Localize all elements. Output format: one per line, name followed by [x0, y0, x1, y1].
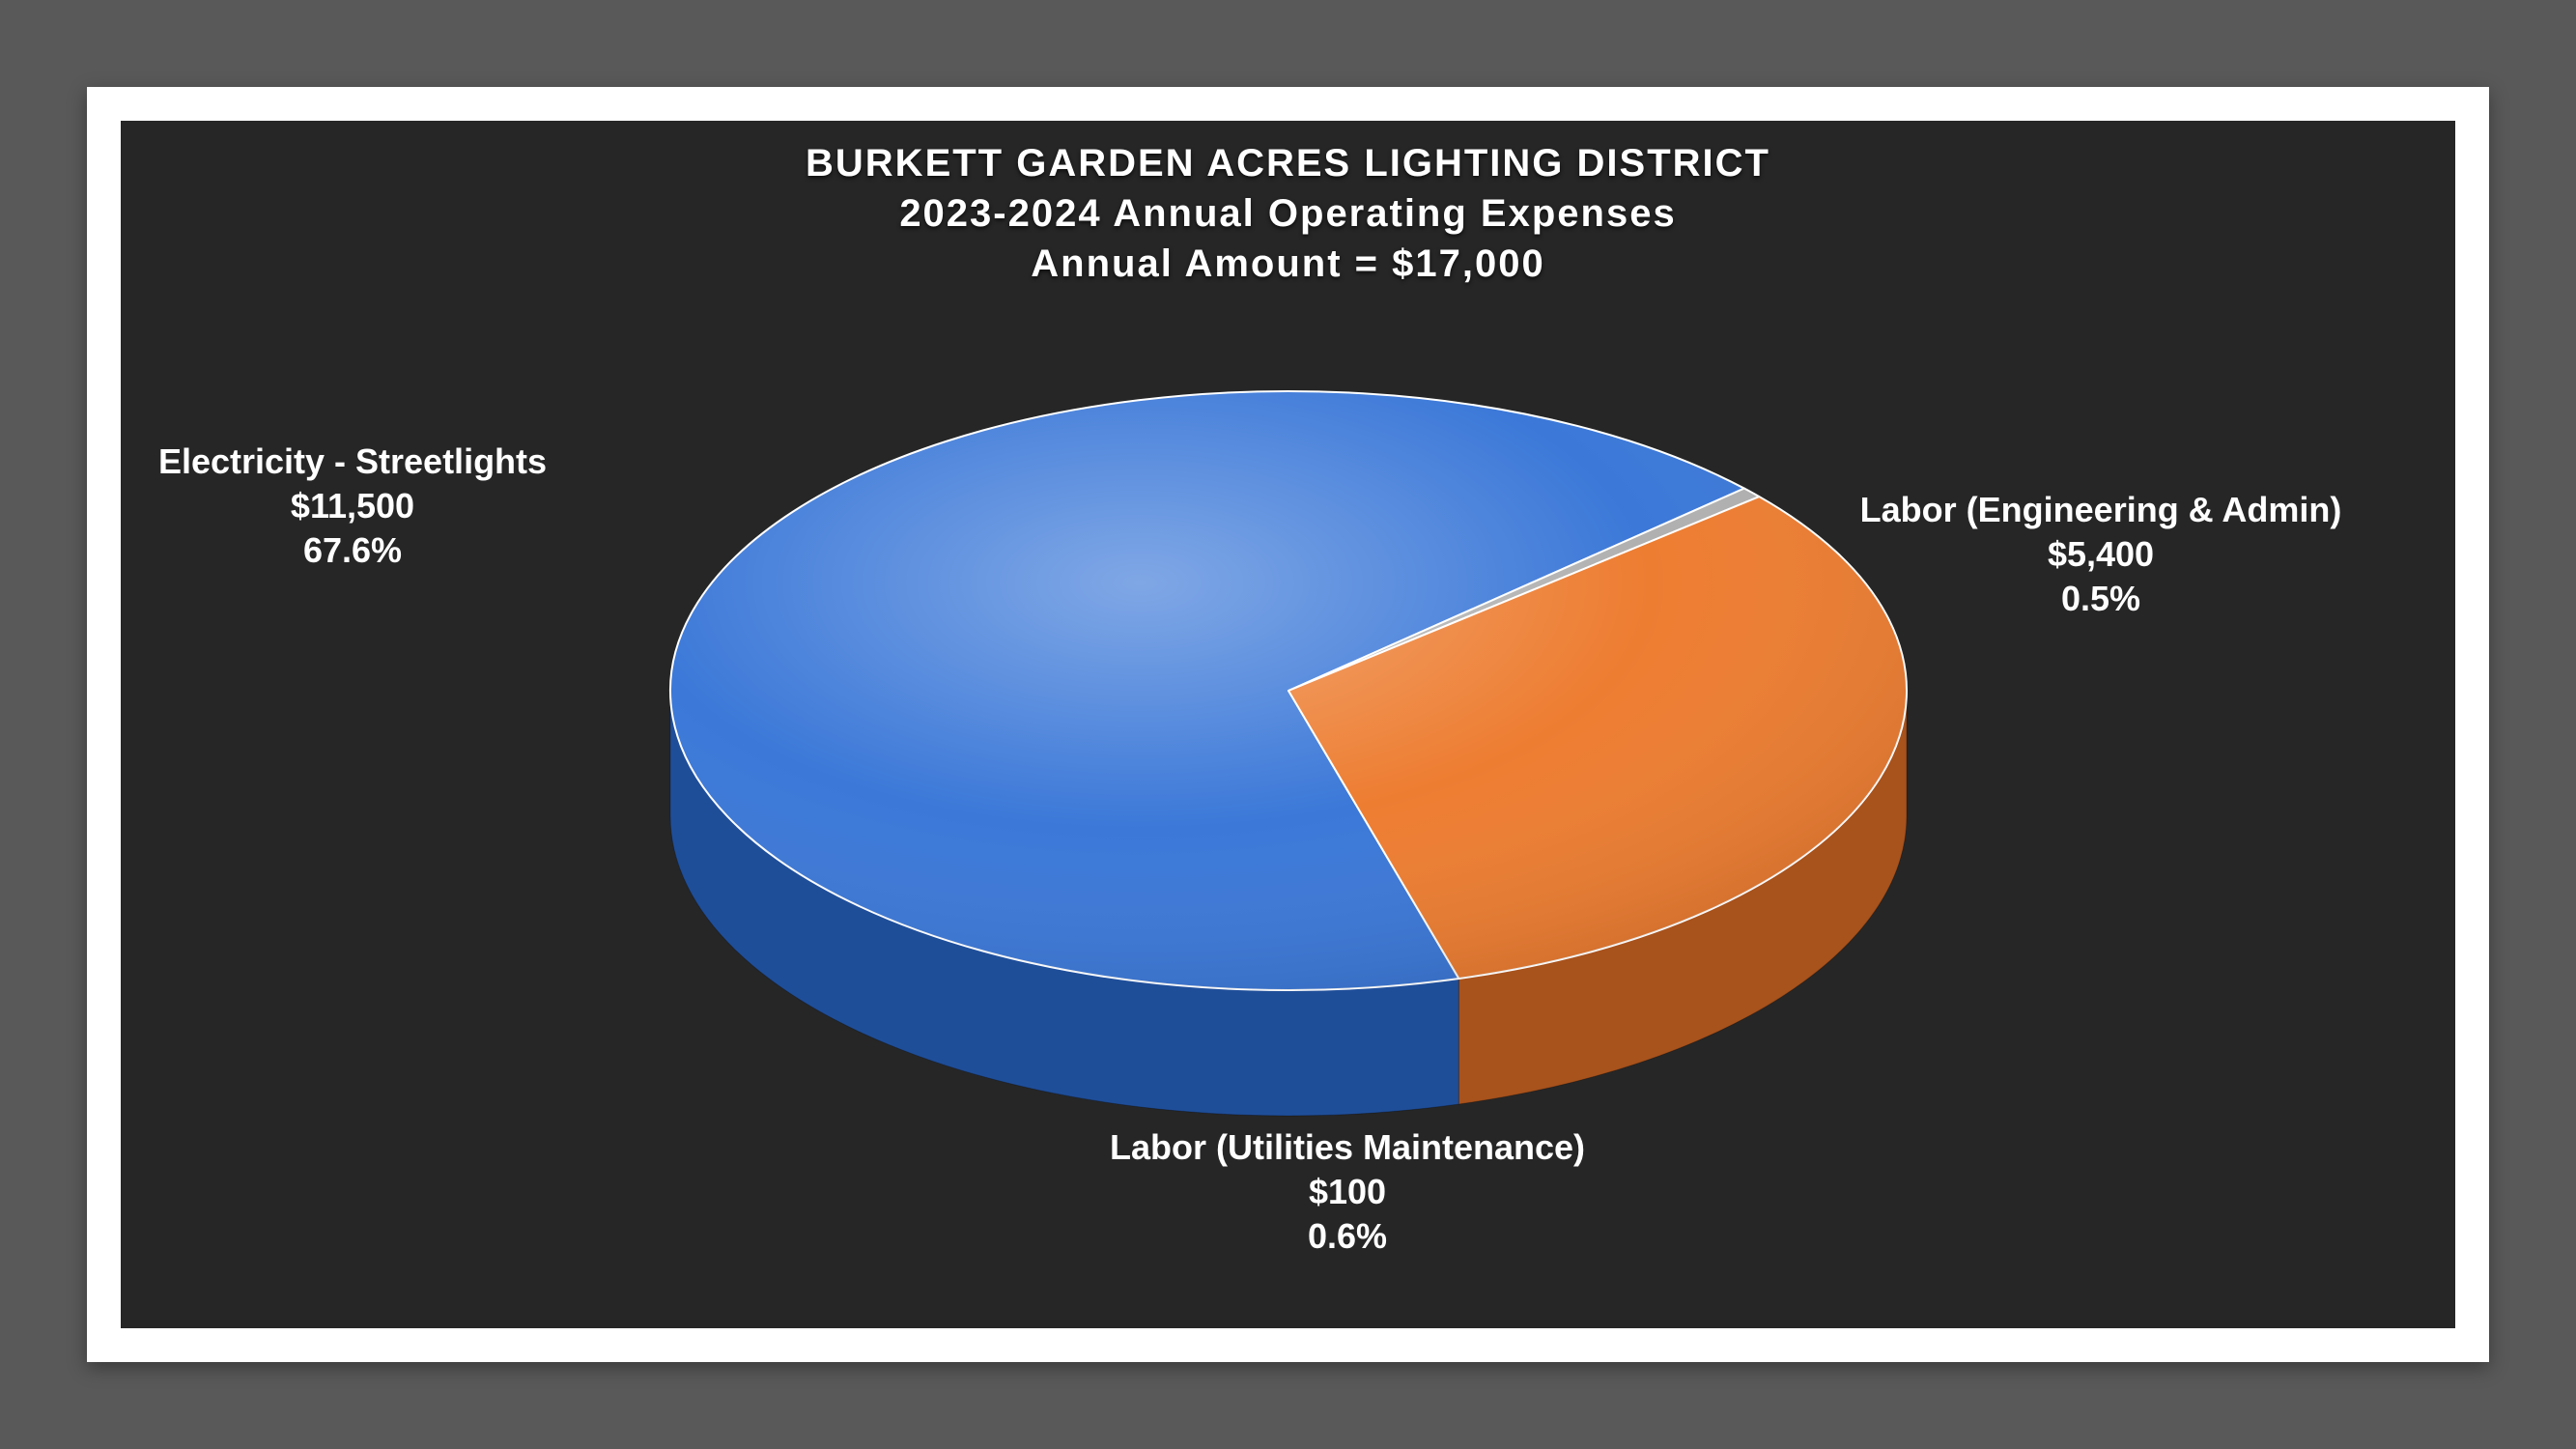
label-amount: $100	[1309, 1172, 1386, 1211]
title-line-3: Annual Amount = $17,000	[121, 239, 2455, 289]
label-engineering-admin: Labor (Engineering & Admin) $5,400 0.5%	[1860, 488, 2342, 621]
label-utilities-maintenance: Labor (Utilities Maintenance) $100 0.6%	[1110, 1125, 1585, 1259]
label-electricity: Electricity - Streetlights $11,50067.6%	[158, 440, 547, 573]
label-percent: 0.6%	[1308, 1216, 1387, 1256]
slide-frame: BURKETT GARDEN ACRES LIGHTING DISTRICT 2…	[87, 87, 2489, 1362]
label-name: Electricity - Streetlights	[158, 441, 547, 481]
label-amount: $11,500	[291, 486, 414, 526]
chart-title: BURKETT GARDEN ACRES LIGHTING DISTRICT 2…	[121, 138, 2455, 289]
chart-canvas: BURKETT GARDEN ACRES LIGHTING DISTRICT 2…	[121, 121, 2455, 1328]
label-percent: 67.6%	[303, 530, 402, 570]
label-name: Labor (Utilities Maintenance)	[1110, 1127, 1585, 1167]
title-line-2: 2023-2024 Annual Operating Expenses	[121, 188, 2455, 239]
label-percent: 0.5%	[2061, 579, 2140, 618]
label-amount: $5,400	[2048, 534, 2154, 574]
title-line-1: BURKETT GARDEN ACRES LIGHTING DISTRICT	[121, 138, 2455, 188]
label-name: Labor (Engineering & Admin)	[1860, 490, 2342, 529]
